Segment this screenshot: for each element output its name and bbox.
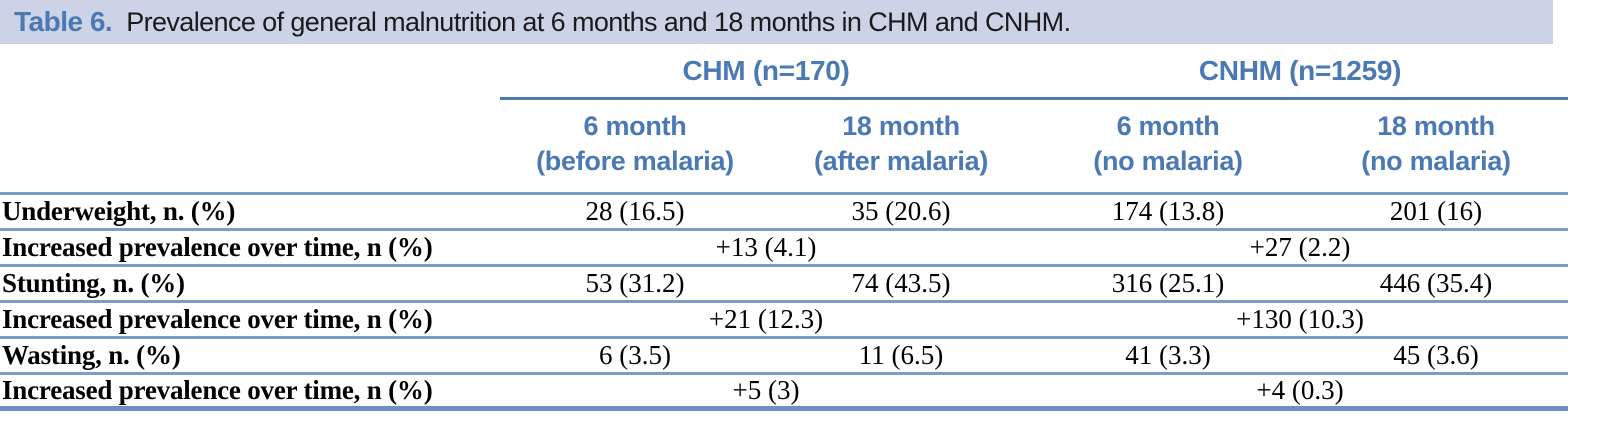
row-label: Increased prevalence over time, n (%) — [0, 227, 500, 265]
value-cell: 201 (16) — [1304, 191, 1569, 229]
table-row-wasting-increase: Increased prevalence over time, n (%) +5… — [0, 371, 1569, 411]
table-row-stunting: Stunting, n. (%) 53 (31.2) 74 (43.5) 316… — [0, 263, 1569, 301]
value-cell: 53 (31.2) — [500, 263, 770, 301]
value-cell-span-chm: +13 (4.1) — [500, 227, 1033, 265]
column-header-line2: (no malaria) — [1093, 145, 1243, 176]
group-header-row: CHM (n=170) CNHM (n=1259) — [0, 54, 1569, 100]
value-cell: 11 (6.5) — [770, 335, 1033, 373]
column-header-18month-no-malaria: 18 month (no malaria) — [1304, 98, 1569, 193]
column-header-6month-before-malaria: 6 month (before malaria) — [500, 98, 770, 193]
column-header-line1: 18 month — [1377, 110, 1495, 141]
group-header-cnhm: CNHM (n=1259) — [1032, 54, 1569, 100]
table-row-underweight: Underweight, n. (%) 28 (16.5) 35 (20.6) … — [0, 191, 1569, 229]
value-cell: 316 (25.1) — [1032, 263, 1305, 301]
column-header-line1: 6 month — [1116, 110, 1220, 141]
column-header-line2: (before malaria) — [536, 145, 734, 176]
row-label: Stunting, n. (%) — [0, 263, 500, 301]
value-cell: 174 (13.8) — [1032, 191, 1305, 229]
value-cell: 6 (3.5) — [500, 335, 770, 373]
row-label: Increased prevalence over time, n (%) — [0, 299, 500, 337]
column-header-line2: (after malaria) — [813, 145, 989, 176]
header-spacer-cell — [0, 54, 500, 98]
value-cell: 74 (43.5) — [770, 263, 1033, 301]
table-row-wasting: Wasting, n. (%) 6 (3.5) 11 (6.5) 41 (3.3… — [0, 335, 1569, 373]
value-cell-span-cnhm: +27 (2.2) — [1032, 227, 1569, 265]
row-label: Wasting, n. (%) — [0, 335, 500, 373]
column-header-line2: (no malaria) — [1361, 145, 1511, 176]
value-cell: 41 (3.3) — [1032, 335, 1305, 373]
value-cell: 28 (16.5) — [500, 191, 770, 229]
value-cell: 45 (3.6) — [1304, 335, 1569, 373]
table-row-stunting-increase: Increased prevalence over time, n (%) +2… — [0, 299, 1569, 337]
value-cell-span-chm: +21 (12.3) — [500, 299, 1033, 337]
value-cell: 446 (35.4) — [1304, 263, 1569, 301]
value-cell-span-chm: +5 (3) — [500, 371, 1033, 411]
table-caption-text: Prevalence of general malnutrition at 6 … — [126, 6, 1071, 37]
group-header-chm: CHM (n=170) — [500, 54, 1033, 100]
column-header-row: 6 month (before malaria) 18 month (after… — [0, 98, 1569, 193]
column-header-18month-after-malaria: 18 month (after malaria) — [770, 98, 1033, 193]
value-cell-span-cnhm: +4 (0.3) — [1032, 371, 1569, 411]
column-header-6month-no-malaria: 6 month (no malaria) — [1032, 98, 1305, 193]
table-number-label: Table 6. — [14, 6, 113, 37]
column-header-line1: 6 month — [583, 110, 687, 141]
value-cell-span-cnhm: +130 (10.3) — [1032, 299, 1569, 337]
value-cell: 35 (20.6) — [770, 191, 1033, 229]
table-row-underweight-increase: Increased prevalence over time, n (%) +1… — [0, 227, 1569, 265]
malnutrition-table: CHM (n=170) CNHM (n=1259) 6 month (befor… — [0, 54, 1569, 411]
row-label: Underweight, n. (%) — [0, 191, 500, 229]
row-label: Increased prevalence over time, n (%) — [0, 371, 500, 411]
table-caption-bar: Table 6. Prevalence of general malnutrit… — [0, 0, 1553, 44]
column-header-line1: 18 month — [842, 110, 960, 141]
header-spacer-cell — [0, 98, 500, 193]
